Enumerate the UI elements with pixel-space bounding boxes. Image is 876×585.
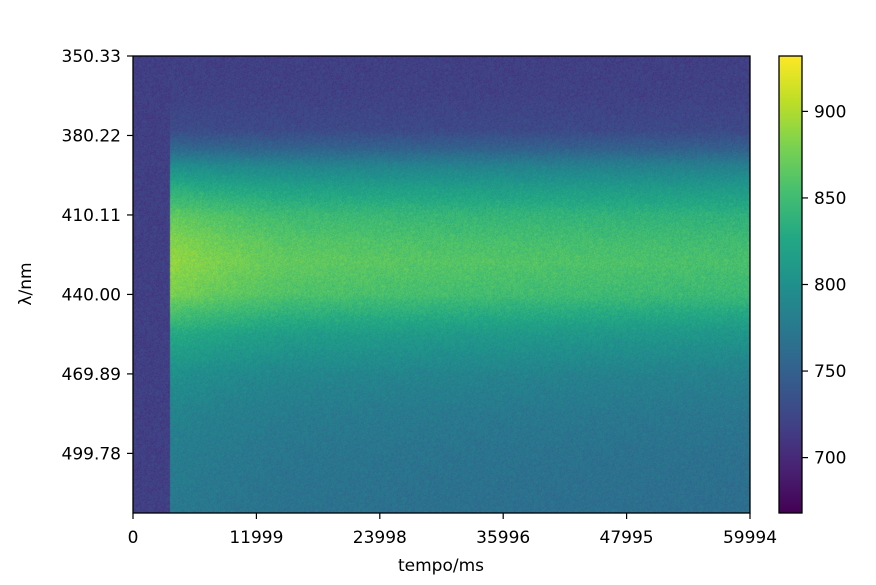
y-axis: 350.33 380.22 410.11 440.00 469.89 499.78 xyxy=(62,47,133,464)
y-tick-label: 410.11 xyxy=(62,206,121,226)
plot-frame xyxy=(132,55,751,514)
colorbar-tick-label: 750 xyxy=(814,362,846,382)
colorbar-tick-label: 850 xyxy=(814,189,846,209)
colorbar-tick-label: 900 xyxy=(814,102,846,122)
y-tick-label: 469.89 xyxy=(62,365,121,385)
y-tick-label: 499.78 xyxy=(62,444,121,464)
colorbar-axis: 700 750 800 850 900 xyxy=(802,102,846,469)
x-axis-label: tempo/ms xyxy=(398,556,484,576)
x-tick-label: 47995 xyxy=(600,528,654,548)
heatmap-plot-area xyxy=(133,56,750,513)
y-axis-label: λ/nm xyxy=(16,262,36,305)
x-axis: 0 11999 23998 35996 47995 59994 xyxy=(128,513,777,548)
colorbar-tick-label: 800 xyxy=(814,276,846,296)
x-tick-label: 0 xyxy=(128,528,139,548)
colorbar xyxy=(778,55,803,514)
x-tick-label: 59994 xyxy=(723,528,777,548)
y-tick-label: 380.22 xyxy=(62,126,121,146)
x-tick-label: 11999 xyxy=(229,528,283,548)
y-tick-label: 350.33 xyxy=(62,47,121,67)
y-tick-label: 440.00 xyxy=(62,285,121,305)
colorbar-tick-label: 700 xyxy=(814,449,846,469)
x-tick-label: 23998 xyxy=(353,528,407,548)
x-tick-label: 35996 xyxy=(476,528,530,548)
